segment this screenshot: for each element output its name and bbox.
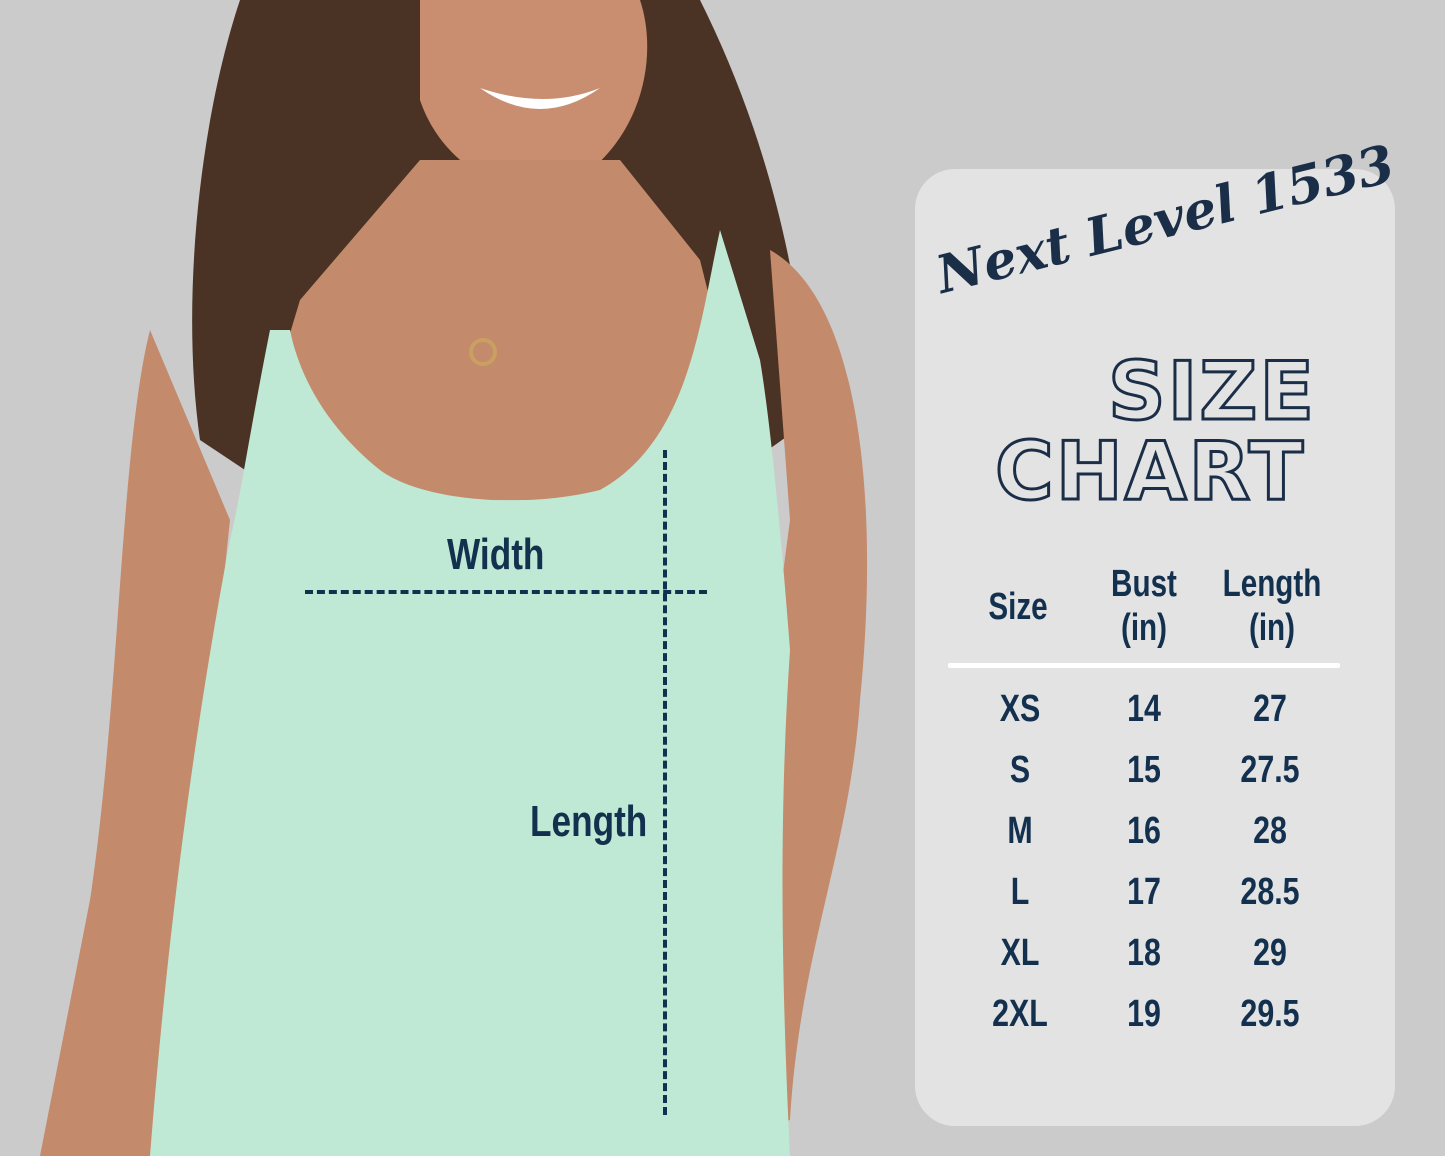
cell-size: L <box>1010 871 1030 913</box>
header-size: Size <box>988 586 1048 628</box>
length-measure-line <box>663 450 667 1115</box>
hair <box>192 0 810 500</box>
cell-size: M <box>1007 810 1033 852</box>
cell-length: 28 <box>1253 810 1287 852</box>
header-length: Length (in) <box>1222 563 1322 649</box>
cell-length: 27.5 <box>1240 749 1300 791</box>
necklace-pendant <box>469 338 497 366</box>
cell-size: 2XL <box>992 993 1048 1035</box>
model-photo <box>40 0 868 1156</box>
cell-size: XL <box>1000 932 1040 974</box>
cell-bust: 15 <box>1127 749 1161 791</box>
size-chart-panel <box>915 169 1395 1126</box>
width-label: Width <box>447 530 545 579</box>
length-label: Length <box>530 797 648 846</box>
tank-top <box>150 230 790 1156</box>
smile <box>480 88 600 109</box>
face <box>420 0 648 192</box>
cell-length: 28.5 <box>1240 871 1300 913</box>
cell-length: 29.5 <box>1240 993 1300 1035</box>
cell-bust: 16 <box>1127 810 1161 852</box>
heading-size: SIZE <box>1106 344 1317 440</box>
cell-bust: 14 <box>1127 688 1161 730</box>
neck-chest <box>240 160 760 500</box>
cell-bust: 18 <box>1127 932 1161 974</box>
heading-chart: CHART <box>993 424 1306 520</box>
cell-bust: 17 <box>1127 871 1161 913</box>
width-measure-line <box>305 590 707 594</box>
cell-bust: 19 <box>1127 993 1161 1035</box>
cell-length: 27 <box>1253 688 1287 730</box>
cell-size: XS <box>999 688 1041 730</box>
left-arm <box>40 330 230 1156</box>
cell-size: S <box>1009 749 1031 791</box>
cell-length: 29 <box>1253 932 1287 974</box>
header-bust: Bust (in) <box>1111 563 1177 649</box>
header-divider <box>948 663 1340 668</box>
